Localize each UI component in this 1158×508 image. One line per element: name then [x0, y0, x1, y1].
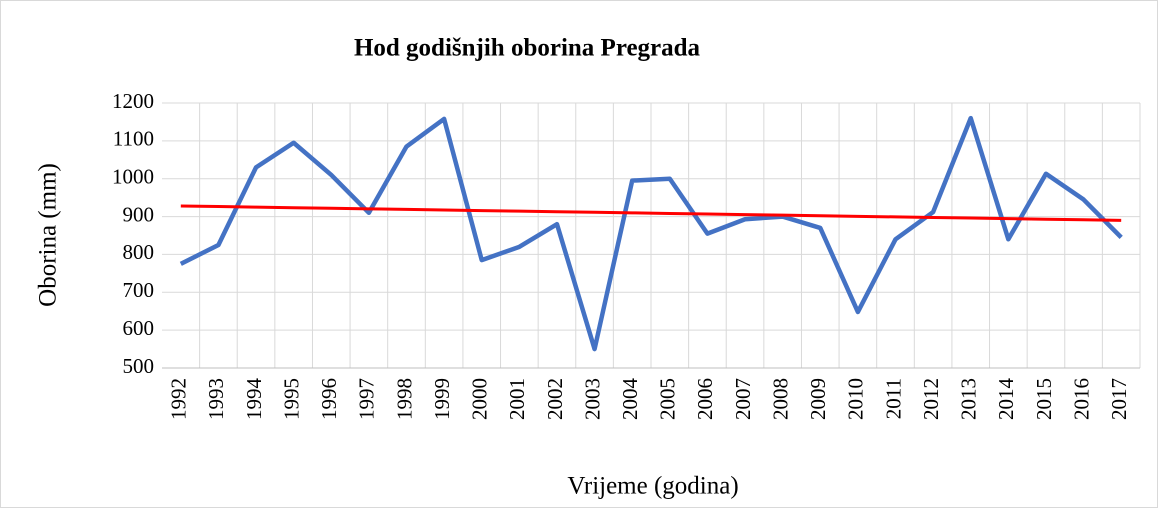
x-tick-label: 1994: [242, 378, 266, 421]
x-tick-label: 2003: [580, 378, 604, 420]
y-tick-label: 700: [123, 278, 155, 302]
y-tick-label: 800: [123, 240, 155, 264]
x-tick-label: 2004: [618, 378, 642, 421]
y-tick-label: 1200: [112, 89, 154, 113]
x-tick-label: 2007: [731, 378, 755, 420]
x-tick-label: 2010: [844, 378, 868, 420]
x-tick-label: 2001: [505, 378, 529, 420]
y-tick-label: 600: [123, 316, 155, 340]
x-tick-label: 1998: [392, 378, 416, 420]
x-axis-label: Vrijeme (godina): [567, 473, 738, 500]
x-tick-label: 2013: [957, 378, 981, 420]
x-tick-label: 2016: [1069, 378, 1093, 420]
trend-line: [180, 204, 1122, 222]
x-tick-label: 1999: [430, 378, 454, 420]
x-tick-label: 2015: [1032, 378, 1056, 420]
x-tick-label: 2000: [468, 378, 492, 420]
y-tick-label: 900: [123, 202, 155, 226]
x-tick-label: 1996: [317, 378, 341, 420]
x-tick-label: 2006: [693, 378, 717, 420]
x-tick-label: 2017: [1107, 378, 1131, 420]
x-tick-label: 2005: [656, 378, 680, 420]
x-tick-label: 1997: [355, 378, 379, 420]
x-tick-label: 1995: [279, 378, 303, 420]
data-line: [179, 115, 1123, 352]
y-axis-label: Oborina (mm): [35, 163, 62, 307]
y-tick-label: 500: [123, 354, 155, 378]
x-tick-label: 2012: [919, 378, 943, 420]
x-tick-label: 2002: [543, 378, 567, 420]
x-tick-label: 1993: [204, 378, 228, 420]
x-tick-label: 2008: [768, 378, 792, 420]
x-tick-label: 2009: [806, 378, 830, 420]
y-tick-label: 1100: [113, 127, 154, 151]
x-tick-label: 2011: [881, 378, 905, 419]
chart-title: Hod godišnjih oborina Pregrada: [354, 35, 701, 62]
x-tick-label: 1992: [167, 378, 191, 420]
y-tick-label: 1000: [112, 165, 154, 189]
x-tick-label: 2014: [994, 378, 1018, 421]
